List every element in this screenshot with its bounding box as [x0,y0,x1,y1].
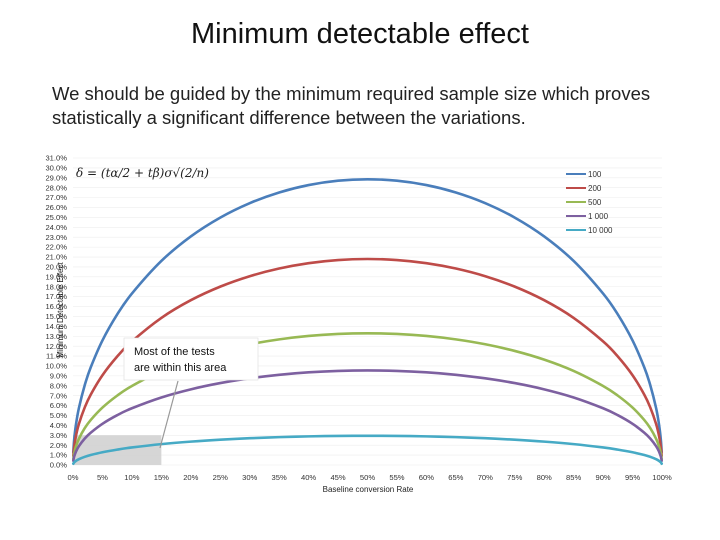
y-tick-label: 10.0% [45,362,67,371]
x-tick-label: 10% [124,473,139,482]
x-tick-label: 5% [97,473,108,482]
y-axis-ticks: 0.0%1.0%2.0%3.0%4.0%5.0%6.0%7.0%8.0%9.0%… [45,154,67,470]
x-tick-label: 35% [272,473,287,482]
x-tick-label: 25% [213,473,228,482]
x-tick-label: 100% [652,473,672,482]
subtitle-line-1: We should be guided by the minimum requi… [52,83,651,104]
subtitle-line-2: statistically a significant difference b… [52,107,526,128]
mde-formula: δ = (tα/2 + tβ)σ√(2/n) [76,166,209,180]
y-tick-label: 28.0% [45,183,67,192]
x-axis-label: Baseline conversion Rate [323,485,414,494]
x-tick-label: 0% [68,473,79,482]
x-tick-label: 55% [389,473,404,482]
y-tick-label: 22.0% [45,243,67,252]
annotation-box [123,337,259,381]
x-axis-ticks: 0% 5% 10% 15% 20% 25% 30% 35% 40% 45% 50% 55% 60% 65%… [68,473,672,482]
x-tick-label: 60% [419,473,434,482]
y-tick-label: 27.0% [45,193,67,202]
y-tick-label: 9.0% [50,371,68,380]
series-line-10000 [71,434,664,465]
y-tick-label: 16.0% [45,302,67,311]
y-tick-label: 4.0% [50,421,68,430]
x-tick-label: 45% [330,473,345,482]
annotation-line-1: Most of the tests [134,346,215,358]
x-tick-label: 15% [154,473,169,482]
y-tick-label: 6.0% [50,401,68,410]
y-tick-label: 2.0% [50,441,68,450]
y-tick-label: 20.0% [45,263,67,272]
y-tick-label: 31.0% [45,154,67,163]
y-tick-label: 25.0% [45,213,67,222]
series-lines [71,177,664,465]
y-tick-label: 13.0% [45,332,67,341]
y-tick-label: 8.0% [50,381,68,390]
x-tick-label: 80% [537,473,552,482]
y-tick-label: 26.0% [45,203,67,212]
series-line-500 [71,331,664,461]
legend-entry: 500 [588,198,602,207]
y-tick-label: 0.0% [50,461,68,470]
y-tick-label: 21.0% [45,253,67,262]
slide-title: Minimum detectable effect [191,18,529,50]
y-tick-label: 14.0% [45,322,67,331]
series-line-1000 [71,369,664,463]
legend-entry: 1 000 [588,212,609,221]
x-tick-label: 85% [566,473,581,482]
annotation-pointer [159,380,179,449]
y-tick-label: 29.0% [45,173,67,182]
gridlines [73,157,662,466]
y-tick-label: 5.0% [50,411,68,420]
x-tick-label: 90% [595,473,610,482]
annotation-line-2: are within this area [134,362,227,374]
y-tick-label: 3.0% [50,431,68,440]
y-tick-label: 30.0% [45,164,67,173]
legend-entry: 100 [588,170,602,179]
y-tick-label: 23.0% [45,233,67,242]
legend-entry: 200 [588,184,602,193]
x-tick-label: 70% [478,473,493,482]
x-tick-label: 20% [183,473,198,482]
series-line-100 [71,177,664,454]
y-tick-label: 7.0% [50,391,68,400]
y-tick-label: 12.0% [45,342,67,351]
y-tick-label: 11.0% [46,352,67,361]
y-tick-label: 24.0% [45,223,67,232]
x-tick-label: 75% [507,473,522,482]
x-tick-label: 65% [448,473,463,482]
y-axis-label: Minimum Detectable Effect [56,262,65,358]
x-tick-label: 95% [625,473,640,482]
slide-subtitle: We should be guided by the minimum requi… [52,82,692,130]
annotation: Most of the tests are within this area [123,337,259,449]
y-tick-label: 1.0% [50,451,68,460]
y-tick-label: 17.0% [45,292,67,301]
legend-entry: 10 000 [588,226,613,235]
x-tick-label: 40% [301,473,316,482]
y-tick-label: 18.0% [45,282,67,291]
legend: 100 200 500 1 000 10 000 [566,170,613,235]
y-tick-label: 15.0% [45,312,67,321]
series-line-200 [71,257,664,458]
x-tick-label: 50% [360,473,375,482]
x-tick-label: 30% [242,473,257,482]
y-tick-label: 19.0% [45,272,67,281]
